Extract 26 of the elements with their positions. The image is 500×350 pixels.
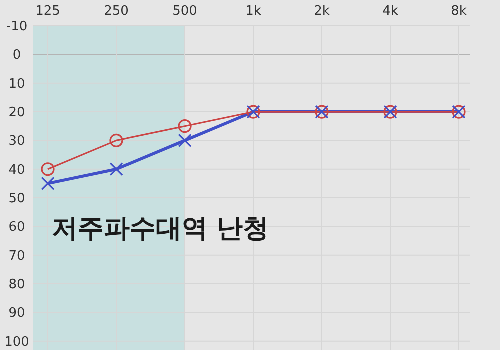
x-tick-label: 1k xyxy=(246,4,262,19)
y-tick-label: 40 xyxy=(8,162,26,178)
y-tick-label: 20 xyxy=(8,106,26,121)
y-tick-label: 90 xyxy=(8,306,26,322)
x-tick-label: 4k xyxy=(382,4,399,19)
annotation: 저주파수대역 난청 xyxy=(52,214,270,244)
point xyxy=(110,162,124,176)
x-tick-label: 2k xyxy=(314,4,330,19)
x-tick-label: 8k xyxy=(451,4,468,19)
y-tick-label: 10 xyxy=(8,76,26,92)
y-tick-label: 30 xyxy=(8,134,26,150)
point xyxy=(110,134,124,148)
x-tick-label: 250 xyxy=(104,4,129,19)
x-tick-label: 125 xyxy=(36,4,60,19)
y-tick-label: 80 xyxy=(8,278,26,293)
y-tick-label: 70 xyxy=(8,248,26,264)
y-tick-label: 50 xyxy=(8,192,26,207)
point xyxy=(41,162,55,176)
y-tick-label: 0 xyxy=(12,48,22,64)
y-tick-label: 100 xyxy=(4,334,30,350)
point xyxy=(41,176,55,190)
x-tick-label: 500 xyxy=(172,4,198,19)
point xyxy=(178,134,192,148)
y-tick-label: -10 xyxy=(6,20,28,34)
point xyxy=(178,120,192,134)
y-tick-label: 60 xyxy=(8,220,26,236)
